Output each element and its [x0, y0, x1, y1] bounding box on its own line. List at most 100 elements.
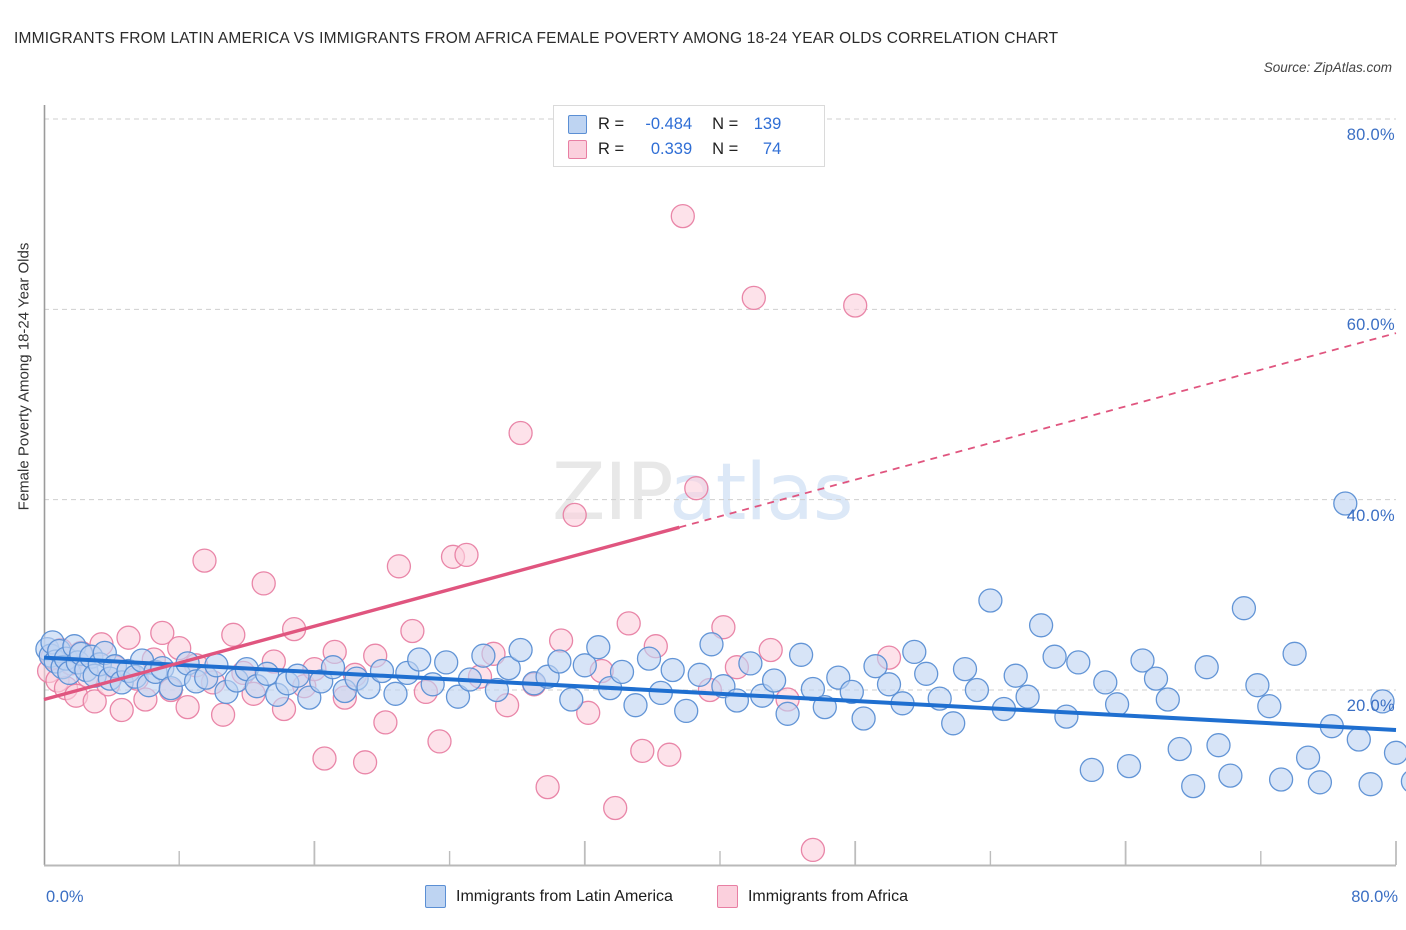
data-point: [914, 661, 939, 686]
data-point: [1245, 673, 1270, 698]
data-point: [535, 774, 560, 800]
x-tick-min: 0.0%: [46, 888, 84, 906]
data-point: [800, 837, 826, 863]
data-point: [496, 655, 521, 681]
data-point: [952, 656, 978, 682]
data-point: [843, 293, 868, 318]
data-point: [1194, 655, 1219, 680]
series-legend-label-africa: Immigrants from Africa: [747, 887, 908, 905]
data-point: [1079, 757, 1104, 783]
data-point: [1282, 641, 1307, 666]
data-point: [576, 700, 601, 725]
y-axis-label: Female Poverty Among 18-24 Year Olds: [15, 242, 33, 511]
series-legend-item-africa[interactable]: Immigrants from Africa: [716, 885, 908, 908]
legend-r-label-blue: R =: [598, 115, 625, 133]
data-point: [630, 738, 655, 764]
trend-line-latin-america: [43, 655, 1397, 732]
data-point: [1155, 687, 1180, 712]
data-point: [508, 420, 533, 446]
data-point: [964, 677, 990, 703]
data-point: [876, 672, 902, 697]
data-point: [192, 548, 217, 573]
data-point: [660, 657, 685, 683]
data-point: [1307, 770, 1333, 795]
data-points-africa: [36, 203, 902, 863]
data-point: [562, 502, 587, 528]
data-point: [508, 637, 533, 663]
x-tick-max: 80.0%: [1351, 888, 1398, 906]
data-point: [674, 698, 699, 724]
data-point: [251, 571, 276, 596]
data-point: [369, 658, 395, 684]
data-point: [547, 649, 572, 674]
data-point: [383, 681, 408, 706]
data-point: [1104, 692, 1130, 717]
data-point: [572, 653, 597, 678]
data-point: [373, 710, 398, 735]
data-point: [175, 694, 200, 720]
data-point: [699, 632, 724, 657]
data-point: [1054, 704, 1079, 729]
legend-n-label-blue: N =: [712, 115, 739, 133]
legend-swatch-blue: [568, 115, 587, 134]
correlation-legend: R = -0.484 N = 139 R = 0.339 N = 74: [553, 105, 825, 167]
data-point: [687, 662, 712, 687]
data-point: [609, 659, 635, 685]
data-point: [210, 702, 236, 727]
data-point: [1295, 745, 1321, 770]
data-point: [1093, 670, 1118, 695]
data-point: [1231, 596, 1257, 621]
data-point: [586, 635, 611, 660]
data-point: [1167, 736, 1192, 762]
legend-n-value-pink: 74: [762, 140, 782, 158]
source-label: Source: ZipAtlas.com: [1263, 60, 1392, 75]
data-point: [1015, 684, 1040, 709]
data-point: [254, 661, 280, 686]
legend-row-latin-america: R = -0.484 N = 139: [568, 112, 814, 137]
data-point: [1042, 644, 1067, 669]
data-point: [1206, 733, 1231, 758]
data-point: [741, 285, 766, 311]
data-point: [1257, 694, 1282, 719]
y-tick-label: 40.0%: [1346, 506, 1395, 525]
data-point: [851, 706, 876, 731]
data-point: [1181, 773, 1206, 799]
data-point: [1130, 648, 1155, 673]
data-point: [116, 625, 141, 650]
legend-swatch-pink: [568, 140, 587, 159]
data-point: [711, 615, 736, 640]
data-point: [616, 611, 641, 636]
legend-r-value-pink: 0.339: [650, 140, 693, 158]
data-point: [352, 750, 378, 775]
data-point: [221, 622, 246, 647]
series-legend-label-latin-america: Immigrants from Latin America: [456, 887, 673, 905]
data-point: [1218, 763, 1243, 788]
data-point: [434, 650, 459, 675]
data-point: [386, 554, 412, 579]
data-point: [1333, 491, 1358, 516]
legend-n-label-pink: N =: [712, 140, 739, 158]
gridlines: [44, 118, 1396, 691]
series-swatch-africa: [716, 885, 738, 908]
data-point: [902, 639, 927, 665]
data-point: [1143, 666, 1169, 691]
data-point: [407, 647, 432, 672]
data-point: [82, 689, 107, 714]
data-point: [1028, 613, 1054, 638]
legend-r-value-blue: -0.484: [645, 115, 693, 133]
trend-line-africa-dashed: [679, 332, 1397, 529]
data-point: [761, 668, 787, 693]
data-point: [400, 618, 425, 644]
data-point: [941, 711, 966, 736]
legend-r-label-pink: R =: [598, 140, 625, 158]
data-point: [471, 643, 496, 668]
data-point: [738, 651, 763, 676]
data-point: [684, 476, 709, 501]
x-tick-marks: [178, 841, 1397, 865]
legend-n-value-blue: 139: [753, 115, 782, 133]
series-legend-item-latin-america[interactable]: Immigrants from Latin America: [425, 885, 673, 908]
data-point: [603, 795, 628, 821]
data-point: [445, 684, 471, 709]
data-point: [548, 628, 574, 653]
